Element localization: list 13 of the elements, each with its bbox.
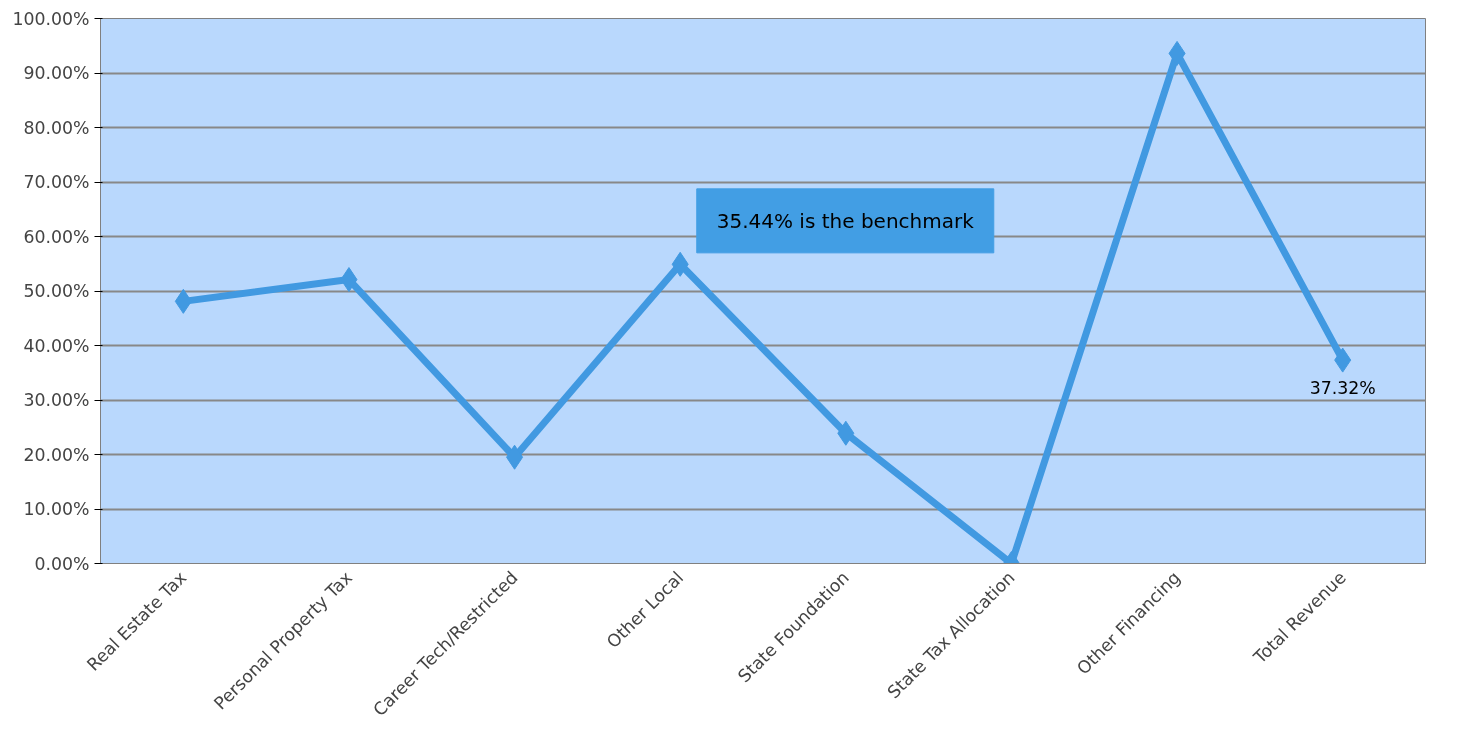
y-tick-label: 50.00% — [23, 281, 90, 301]
y-tick-label: 90.00% — [23, 63, 90, 83]
annotation: 35.44% is the benchmark — [716, 208, 975, 233]
y-tick-label: 0.00% — [34, 553, 90, 574]
y-tick-label: 70.00% — [23, 172, 90, 192]
y-tick-label: 10.00% — [23, 499, 90, 519]
y-tick-label: 20.00% — [23, 444, 90, 465]
data-label: 37.32% — [1309, 378, 1376, 399]
y-tick-label: 40.00% — [23, 335, 90, 356]
y-tick-label: 60.00% — [23, 226, 90, 247]
y-tick-label: 30.00% — [23, 390, 90, 410]
y-tick-label: 80.00% — [23, 117, 90, 138]
y-tick-label: 100.00% — [12, 8, 90, 29]
